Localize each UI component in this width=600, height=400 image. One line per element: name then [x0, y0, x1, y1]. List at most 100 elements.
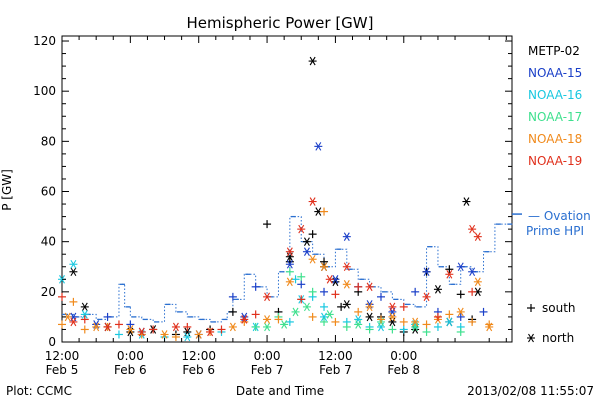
y-tick-label: 40: [41, 235, 56, 249]
south-point: [320, 317, 329, 326]
x-tick-label-date: Feb 7: [251, 363, 284, 377]
y-axis-label: P [GW]: [0, 169, 14, 211]
north-point: [320, 262, 329, 272]
north-point: [297, 224, 306, 234]
north-point: [376, 322, 385, 332]
south-point: [354, 307, 363, 316]
x-tick-label-date: Feb 5: [46, 363, 79, 377]
north-point: [126, 325, 135, 334]
north-point: [69, 259, 78, 269]
south-point: [80, 315, 89, 324]
legend-entry: NOAA-15: [528, 66, 582, 80]
south-point: [149, 325, 158, 334]
south-point: [251, 310, 260, 319]
north-point: [206, 327, 215, 337]
south-point: [320, 257, 329, 266]
south-point: [433, 322, 442, 331]
south-point: [411, 287, 420, 296]
south-point: [217, 325, 226, 334]
south-point: [320, 287, 329, 296]
north-point: [302, 302, 311, 312]
chart-title: Hemispheric Power [GW]: [187, 14, 374, 32]
north-point: [422, 292, 431, 302]
north-point: [228, 322, 237, 332]
north-point: [325, 275, 334, 284]
south-point: [320, 207, 329, 216]
south-point: [228, 292, 237, 301]
south-point: [376, 292, 385, 301]
south-point: [456, 290, 465, 299]
plot-frame: [61, 35, 513, 343]
south-point: [251, 282, 260, 291]
south-point: [337, 302, 346, 311]
north-point: [263, 322, 272, 332]
south-point: [331, 317, 340, 326]
south-point: [342, 322, 351, 331]
north-point: [365, 312, 374, 322]
south-point: [103, 312, 112, 321]
x-axis-label: Date and Time: [236, 384, 324, 398]
legend-ovation-line2: Prime HPI: [526, 224, 584, 238]
north-point: [325, 310, 334, 319]
north-point: [69, 267, 78, 277]
footer-timestamp: 2013/02/08 11:55:07: [467, 384, 594, 398]
south-point: [433, 312, 442, 321]
south-point: [308, 312, 317, 321]
south-point: [171, 332, 180, 341]
north-point: [342, 280, 351, 289]
y-tick-label: 120: [33, 34, 56, 48]
north-point: [285, 277, 294, 287]
south-point: [285, 317, 294, 326]
north-point: [462, 197, 471, 206]
north-point: [171, 322, 180, 332]
south-point: [114, 320, 123, 329]
south-point: [308, 287, 317, 296]
x-tick-label-time: 0:00: [390, 349, 417, 363]
north-point: [388, 317, 397, 327]
north-point: [365, 282, 374, 292]
north-point: [280, 320, 289, 329]
y-tick-label: 0: [48, 335, 56, 349]
north-point: [433, 285, 442, 294]
north-point: [342, 232, 351, 241]
footer-source: Plot: CCMC: [6, 384, 72, 398]
north-point: [527, 333, 535, 343]
north-point: [342, 262, 351, 272]
south-point: [388, 325, 397, 334]
north-point: [445, 317, 454, 327]
north-point: [308, 254, 317, 264]
north-point: [388, 312, 397, 322]
south-point: [69, 297, 78, 306]
north-point: [302, 247, 311, 256]
south-point: [399, 302, 408, 311]
x-tick-label-date: Feb 6: [182, 363, 215, 377]
south-point: [251, 322, 260, 331]
x-tick-label-date: Feb 6: [114, 363, 147, 377]
south-point: [297, 295, 306, 304]
north-point: [473, 277, 482, 287]
south-point: [445, 265, 454, 274]
legend-entry: NOAA-18: [528, 132, 582, 146]
north-point: [160, 330, 169, 339]
north-point: [285, 247, 294, 256]
north-point: [456, 307, 465, 317]
south-point: [183, 322, 192, 331]
legend-entry: METP-02: [528, 44, 580, 58]
south-point: [422, 327, 431, 336]
legend-entry: NOAA-19: [528, 154, 582, 168]
north-point: [80, 310, 89, 319]
x-tick-label-time: 12:00: [318, 349, 353, 363]
legend: METP-02 NOAA-15 NOAA-16 NOAA-17 NOAA-18 NOAA-…: [512, 44, 591, 238]
north-point: [103, 322, 112, 332]
north-point: [194, 330, 203, 339]
north-point: [137, 327, 146, 337]
south-point: [291, 275, 300, 284]
north-point: [422, 267, 431, 277]
south-point: [399, 317, 408, 326]
south-point: [297, 280, 306, 289]
ovation-step-line: [62, 216, 512, 323]
x-tick-label-time: 12:00: [45, 349, 80, 363]
south-point: [126, 320, 135, 329]
south-point: [399, 325, 408, 334]
